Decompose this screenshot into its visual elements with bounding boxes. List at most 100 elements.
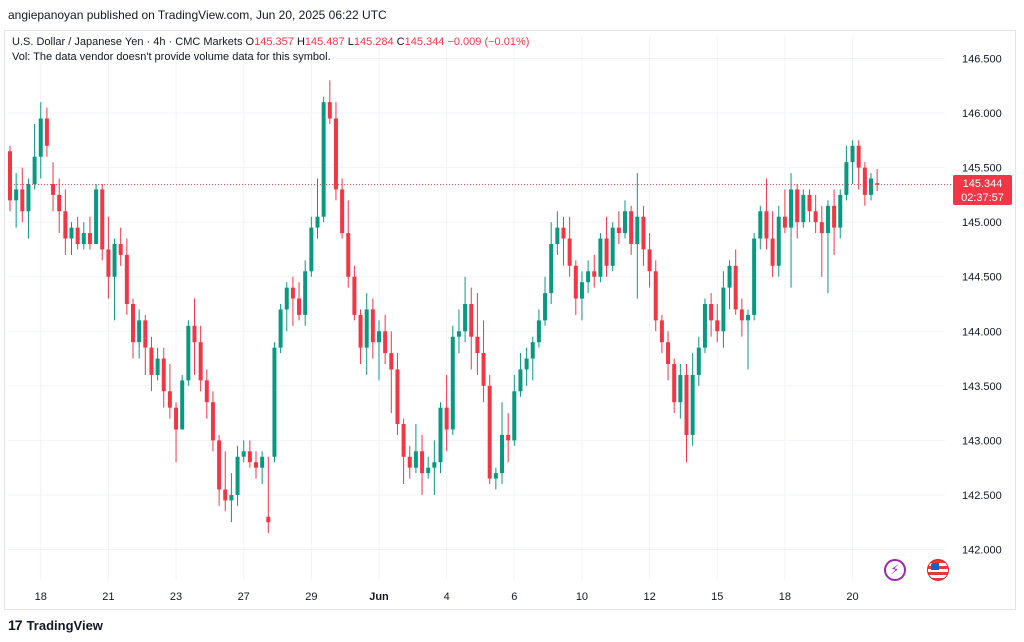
candle-body (770, 238, 775, 266)
candle (456, 309, 461, 354)
candle (426, 456, 431, 479)
high-value: 145.487 (304, 36, 345, 48)
high-label: H (296, 36, 305, 48)
candle-body (364, 309, 369, 348)
candle (340, 178, 345, 239)
candle (124, 238, 129, 315)
candle (666, 331, 671, 381)
candle (653, 260, 658, 332)
candle (315, 178, 320, 239)
candle (112, 238, 117, 321)
symbol-description[interactable]: U.S. Dollar / Japanese Yen · 4h · CMC Ma… (12, 36, 243, 48)
candle (284, 282, 289, 332)
candle-body (438, 407, 443, 463)
candle (266, 456, 271, 534)
candle (807, 189, 812, 223)
candle (524, 347, 529, 386)
candle-body (493, 473, 498, 479)
candle (272, 342, 277, 463)
candle-body (309, 227, 314, 272)
candle (198, 325, 203, 392)
candle (377, 320, 381, 381)
candle (321, 96, 326, 223)
candle (819, 205, 824, 277)
candle-body (801, 194, 806, 223)
candle (167, 364, 172, 419)
candle (776, 205, 781, 277)
candle-body (174, 407, 179, 430)
lightning-icon[interactable]: ⚡ (884, 559, 906, 581)
candle-body (186, 325, 191, 381)
candle-body (832, 205, 837, 228)
candle (432, 440, 437, 495)
x-axis[interactable]: 18 21 23 27 29 Jun 4 6 10 12 15 18 20 (35, 591, 859, 603)
candle-body (63, 211, 68, 239)
candle-body (94, 189, 99, 244)
x-tick-label: 18 (35, 591, 47, 603)
candle (223, 451, 228, 512)
candle (709, 293, 714, 337)
candle (20, 167, 25, 223)
candle-body (500, 434, 504, 474)
candle-body (506, 434, 511, 441)
candle-body (579, 282, 584, 299)
candle (75, 216, 80, 250)
candle-body (518, 369, 523, 392)
candle-body (297, 298, 302, 315)
current-price-value: 145.344 (962, 178, 1003, 190)
y-axis[interactable]: 142.000 142.500 143.000 143.500 144.000 144.5… (962, 54, 1002, 557)
candle (303, 260, 308, 326)
candle-body (659, 320, 664, 343)
candle-body (709, 304, 714, 321)
tradingview-footer: 17 TradingView (8, 617, 103, 633)
candle-body (266, 516, 271, 523)
candle-body (26, 183, 31, 212)
candle-body (567, 238, 572, 266)
candle-body (623, 211, 627, 234)
x-tick-label: 12 (643, 591, 655, 603)
candle-body (57, 194, 62, 212)
candle-body (469, 304, 474, 337)
candle (118, 227, 123, 266)
candle-body (733, 265, 738, 310)
candle-body (629, 211, 634, 244)
candle (493, 467, 498, 490)
candle-body (284, 287, 289, 310)
candle-body (432, 462, 437, 468)
candle-body (210, 402, 215, 441)
candle (678, 364, 683, 419)
x-tick-label: 15 (711, 591, 723, 603)
candle-body (198, 342, 203, 381)
candle (659, 314, 664, 354)
y-tick-label: 144.000 (962, 326, 1002, 338)
candle-body (247, 451, 252, 463)
us-flag-icon[interactable] (927, 559, 949, 581)
candle (475, 293, 480, 375)
candle-body (481, 353, 486, 386)
candle-body (254, 462, 258, 468)
candle-body (813, 211, 818, 223)
low-value: 145.284 (353, 36, 394, 48)
candle (623, 200, 627, 239)
candle (131, 298, 135, 359)
candle (561, 216, 566, 266)
candle-body (653, 271, 658, 321)
grid-lines (8, 35, 945, 580)
candle (764, 178, 769, 250)
candle-body (290, 287, 295, 299)
y-tick-label: 142.000 (962, 545, 1002, 557)
candle (38, 102, 43, 179)
candle-body (512, 391, 517, 441)
candle-body (8, 151, 12, 201)
candle-body (647, 249, 652, 272)
candle-body (167, 391, 172, 408)
candle (782, 189, 787, 234)
candle-body (51, 183, 56, 195)
candle-body (235, 456, 240, 495)
y-tick-label: 145.500 (962, 163, 1002, 175)
volume-note: Vol: The data vendor doesn't provide vol… (12, 51, 331, 63)
candle (592, 254, 597, 288)
candle-body (586, 271, 591, 283)
candle (364, 293, 369, 375)
